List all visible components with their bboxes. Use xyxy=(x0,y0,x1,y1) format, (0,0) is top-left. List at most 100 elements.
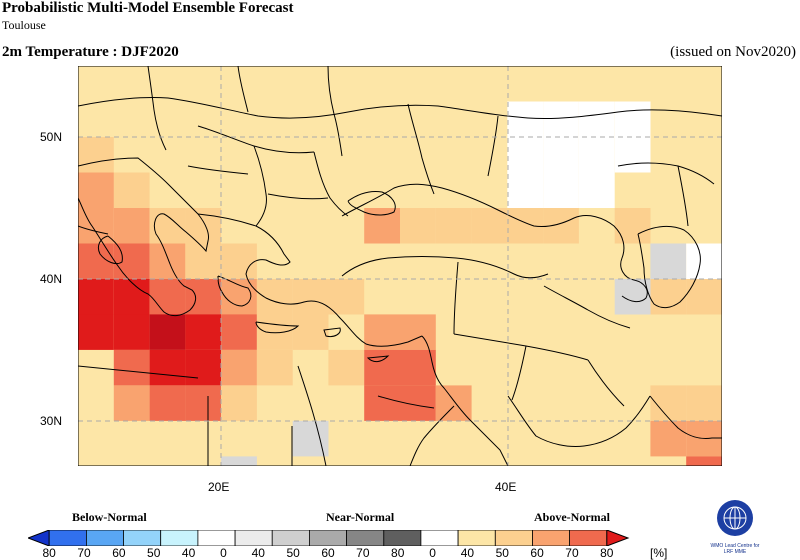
location-subtitle: Toulouse xyxy=(2,18,46,32)
probability-cell xyxy=(113,314,150,350)
lat-label-30n: 30N xyxy=(40,414,63,428)
wmo-logo: WMO Lead Centre for LRF MME xyxy=(700,498,770,560)
colorbar-tick-label: 40 xyxy=(181,546,196,560)
probability-cell xyxy=(149,314,186,350)
colorbar-tick-label: 60 xyxy=(112,546,126,560)
probability-cell xyxy=(650,279,687,315)
probability-cell xyxy=(221,385,257,421)
probability-cell xyxy=(221,349,257,386)
colorbar-segment xyxy=(123,530,162,546)
colorbar-segment xyxy=(271,530,310,546)
colorbar-right-arrow xyxy=(606,530,630,546)
probability-cell xyxy=(578,137,615,173)
probability-cell xyxy=(149,243,186,279)
colorbar-segment xyxy=(494,530,533,546)
lat-label-40n: 40N xyxy=(40,272,63,286)
colorbar-tick-label: 80 xyxy=(42,546,56,560)
wmo-emblem-icon xyxy=(717,500,753,536)
probability-cell xyxy=(507,137,544,173)
colorbar-segment xyxy=(197,530,236,546)
colorbar-left-arrow xyxy=(28,530,50,546)
probability-cell xyxy=(256,279,293,315)
probability-cell xyxy=(256,314,293,350)
colorbar-tick-label: 0 xyxy=(220,546,227,560)
probability-cell xyxy=(543,137,579,173)
probability-cell xyxy=(221,279,257,315)
colorbar-tick-label: 70 xyxy=(356,546,370,560)
colorbar-tick-label: 80 xyxy=(391,546,405,560)
variable-season-label: 2m Temperature : DJF2020 xyxy=(2,44,179,60)
probability-cell xyxy=(686,243,722,279)
probability-cell xyxy=(614,208,651,244)
probability-cell xyxy=(78,172,114,208)
probability-cell xyxy=(471,208,508,244)
probability-cell xyxy=(149,349,186,386)
colorbar-tick-label: 70 xyxy=(77,546,91,560)
colorbar-segment xyxy=(532,530,571,546)
probability-cell xyxy=(185,243,222,279)
lon-label-20e: 20E xyxy=(208,480,230,494)
probability-cell xyxy=(185,314,222,350)
colorbar-unit: [%] xyxy=(650,546,668,560)
colorbar-tick-label: 40 xyxy=(460,546,475,560)
lat-label-50n: 50N xyxy=(40,130,63,144)
colorbar-tick-label: 80 xyxy=(600,546,614,560)
legend-near-normal: Near-Normal xyxy=(326,510,395,524)
colorbar-segment xyxy=(346,530,385,546)
probability-cell xyxy=(614,101,651,137)
probability-cell xyxy=(364,314,400,350)
probability-cell xyxy=(400,314,436,350)
colorbar-tick-label: 0 xyxy=(429,546,436,560)
probability-cell xyxy=(185,349,222,386)
probability-cell xyxy=(507,208,544,244)
probability-cell xyxy=(78,314,114,350)
probability-cell xyxy=(149,385,186,421)
colorbar-tick-label: 60 xyxy=(321,546,335,560)
colorbar-segment xyxy=(234,530,273,546)
probability-cell xyxy=(650,243,687,279)
colorbar-tick-label: 50 xyxy=(147,546,161,560)
coastlines-borders xyxy=(78,66,722,466)
probability-cell xyxy=(578,101,615,137)
probability-cell xyxy=(614,279,651,315)
probability-cell xyxy=(614,137,651,173)
colorbar-segment xyxy=(48,530,87,546)
forecast-title: Probabilistic Multi-Model Ensemble Forec… xyxy=(2,0,294,16)
colorbar-tick-label: 50 xyxy=(286,546,300,560)
probability-cells xyxy=(78,101,722,466)
colorbar-tick-label: 50 xyxy=(495,546,509,560)
probability-cell xyxy=(650,420,687,457)
wmo-caption-1: WMO Lead Centre for xyxy=(710,543,760,549)
probability-cell xyxy=(328,279,365,315)
probability-cell xyxy=(185,385,222,421)
colorbar-segment xyxy=(569,530,608,546)
colorbar-segment xyxy=(86,530,125,546)
probability-cell xyxy=(686,279,722,315)
wmo-caption-2: LRF MME xyxy=(723,549,747,555)
graticule xyxy=(78,66,722,466)
colorbar-segment xyxy=(420,530,459,546)
colorbar-tick-label: 40 xyxy=(251,546,265,560)
colorbar-tick-label: 70 xyxy=(565,546,579,560)
probability-cell xyxy=(507,172,544,208)
probability-cell xyxy=(686,385,722,421)
probability-cell xyxy=(364,385,400,421)
forecast-map xyxy=(78,66,722,466)
probability-cell xyxy=(400,208,436,244)
probability-cell xyxy=(185,208,222,244)
legend-below-normal: Below-Normal xyxy=(72,510,147,524)
probability-cell xyxy=(221,243,257,279)
probability-cell xyxy=(113,208,150,244)
probability-cell xyxy=(113,279,150,315)
probability-cell xyxy=(78,137,114,173)
probability-cell xyxy=(221,456,257,466)
probability-cell xyxy=(543,101,579,137)
probability-cell xyxy=(292,314,329,350)
colorbar-segment xyxy=(308,530,347,546)
probability-cell xyxy=(149,208,186,244)
colorbar-segment xyxy=(457,530,496,546)
colorbar-segment xyxy=(383,530,422,546)
probability-cell xyxy=(400,349,436,386)
probability-cell xyxy=(578,172,615,208)
probability-cell xyxy=(78,279,114,315)
